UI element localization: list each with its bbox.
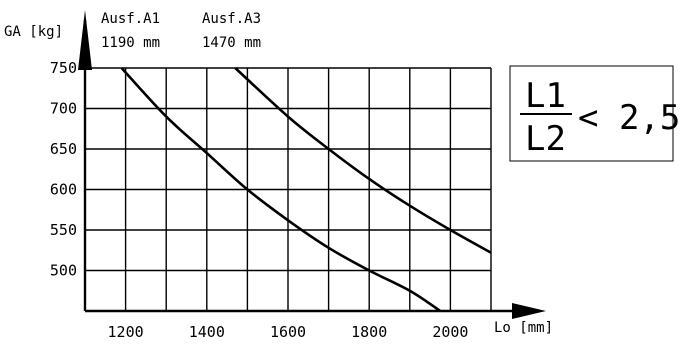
series-lines xyxy=(120,67,491,311)
x-tick-label: 1200 xyxy=(108,323,144,341)
series-a3-name: Ausf.A3 xyxy=(202,11,261,27)
ratio-box xyxy=(509,65,674,162)
y-tick-label: 500 xyxy=(50,262,77,280)
y-tick-label: 700 xyxy=(50,100,77,118)
ratio-annotation: L1 L2 < 2,5 xyxy=(509,65,680,162)
series-line-a1 xyxy=(120,67,441,311)
series-a1-name: Ausf.A1 xyxy=(101,11,160,27)
x-axis-arrow xyxy=(512,303,546,319)
ratio-relation: < 2,5 xyxy=(578,98,680,138)
y-tick-label: 600 xyxy=(50,181,77,199)
axes xyxy=(78,10,546,319)
series-line-a3 xyxy=(234,67,491,254)
x-tick-label: 1600 xyxy=(270,323,306,341)
y-axis-title: GA [kg] xyxy=(4,24,63,40)
y-tick-label: 650 xyxy=(50,140,77,158)
x-axis-title: Lo [mm] xyxy=(494,320,553,336)
ratio-numerator: L1 xyxy=(525,76,566,116)
labels: 1200 1400 1600 1800 2000 500 550 600 650 700 750 xyxy=(50,59,469,341)
grid-lines xyxy=(85,67,492,311)
x-tick-label: 2000 xyxy=(432,323,468,341)
series-a3-sublabel: 1470 mm xyxy=(202,35,261,51)
ratio-denominator: L2 xyxy=(525,119,566,159)
x-tick-label: 1400 xyxy=(189,323,225,341)
x-tick-label: 1800 xyxy=(351,323,387,341)
y-tick-label: 750 xyxy=(50,59,77,77)
series-a1-sublabel: 1190 mm xyxy=(101,35,160,51)
y-axis-arrow xyxy=(78,10,92,70)
y-tick-label: 550 xyxy=(50,221,77,239)
